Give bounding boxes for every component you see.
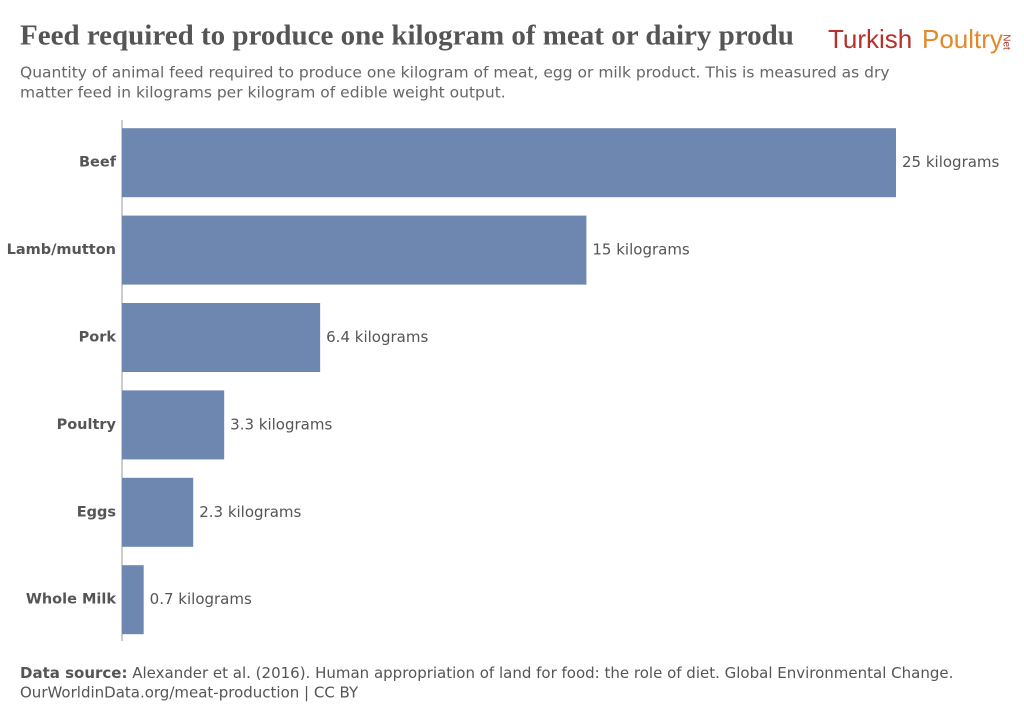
- value-label: 3.3 kilograms: [230, 415, 332, 433]
- value-label: 2.3 kilograms: [199, 503, 301, 521]
- bar: [122, 390, 225, 460]
- category-label: Beef: [79, 155, 117, 171]
- bar: [122, 128, 896, 198]
- logo-text: Net: [1000, 34, 1011, 50]
- category-label: Pork: [79, 330, 117, 346]
- bar: [122, 215, 587, 285]
- value-label: 25 kilograms: [902, 153, 1000, 171]
- category-label: Lamb/mutton: [7, 242, 116, 258]
- source: Data source: Alexander et al. (2016). Hu…: [20, 664, 953, 682]
- bar: [122, 303, 321, 372]
- category-label: Poultry: [57, 417, 117, 433]
- source-text: Alexander et al. (2016). Human appropria…: [132, 664, 953, 682]
- logo-text: Turkish: [828, 24, 912, 54]
- chart-title: Feed required to produce one kilogram of…: [20, 20, 794, 52]
- value-label: 15 kilograms: [592, 241, 690, 259]
- value-label: 6.4 kilograms: [326, 328, 428, 346]
- bar: [122, 477, 194, 547]
- category-label: Eggs: [77, 504, 116, 520]
- source-url: OurWorldinData.org/meat-production | CC …: [20, 684, 359, 702]
- logo-text: Poultry: [922, 24, 1003, 54]
- source-label: Data source:: [20, 664, 127, 682]
- subtitle: matter feed in kilograms per kilogram of…: [20, 84, 506, 102]
- category-label: Whole Milk: [26, 592, 117, 608]
- subtitle: Quantity of animal feed required to prod…: [20, 64, 890, 82]
- value-label: 0.7 kilograms: [150, 590, 252, 608]
- logo-background: [820, 14, 1024, 64]
- bar: [122, 565, 144, 635]
